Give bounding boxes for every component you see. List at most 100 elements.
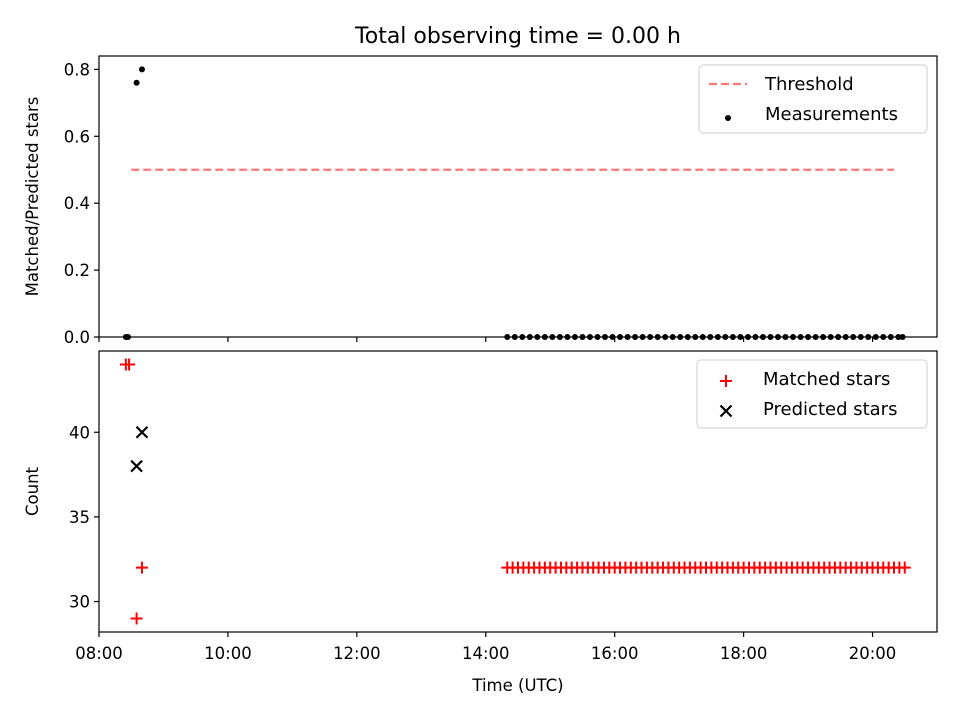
x-tick-label: 08:00 [75, 644, 123, 663]
y-tick-label: 35 [69, 508, 90, 527]
panel-frame [98, 350, 938, 633]
data-point [850, 334, 857, 340]
data-point [677, 334, 684, 340]
data-point [707, 334, 714, 340]
data-point [729, 334, 736, 340]
data-point [511, 334, 518, 340]
y-tick-label: 40 [69, 423, 90, 442]
data-point [872, 334, 879, 340]
data-point [820, 334, 827, 340]
data-point [722, 334, 729, 340]
data-point [125, 334, 132, 340]
data-point [632, 334, 639, 340]
legend-label: Predicted stars [763, 399, 897, 420]
panels-layer: 0.0 0.2 0.4 0.6 0.8 Matched/Predicted stars Th… [23, 55, 938, 663]
data-point [138, 66, 145, 73]
legend-box [698, 64, 928, 134]
data-point [662, 334, 669, 340]
legend-swatch [725, 115, 731, 121]
data-point [564, 334, 571, 340]
data-point [133, 79, 140, 86]
data-point [135, 425, 149, 439]
data-point [639, 334, 646, 340]
data-point [752, 334, 759, 340]
series-2-1 [119, 358, 911, 625]
data-point [774, 334, 781, 340]
series-2-2 [130, 425, 149, 473]
x-tick-label: 14:00 [462, 644, 510, 663]
data-point [857, 334, 864, 340]
y-tick-label: 0.8 [64, 60, 90, 79]
data-point [609, 334, 616, 340]
data-point [669, 334, 676, 340]
y-tick-label: 0.4 [64, 194, 90, 213]
data-point [602, 334, 609, 340]
y-tick-label: 30 [69, 593, 90, 612]
data-point [594, 334, 601, 340]
legend-box [696, 359, 928, 429]
data-point [880, 334, 887, 340]
data-point [714, 334, 721, 340]
data-point [865, 334, 872, 340]
x-axis-label: Time (UTC) [471, 676, 563, 695]
legend-label: Threshold [764, 74, 854, 95]
data-point [887, 334, 894, 340]
data-point [586, 334, 593, 340]
legend-swatch [720, 375, 732, 387]
chart-title: Total observing time = 0.00 h [354, 24, 681, 49]
data-point [130, 459, 143, 473]
data-point [899, 334, 906, 340]
x-tick-label: 18:00 [720, 644, 768, 663]
panel-frame [98, 55, 938, 338]
data-point [805, 334, 812, 340]
data-point [541, 334, 548, 340]
data-point [699, 334, 706, 340]
y-tick-label: 0.2 [64, 261, 90, 280]
x-tick-label: 20:00 [849, 644, 897, 663]
data-point [647, 334, 654, 340]
data-point [130, 612, 143, 625]
data-point [684, 334, 691, 340]
data-point [654, 334, 661, 340]
data-point [797, 334, 804, 340]
data-point [759, 334, 766, 340]
data-point [579, 334, 586, 340]
data-point [895, 334, 902, 340]
data-point [767, 334, 774, 340]
data-point [519, 334, 526, 340]
data-point [617, 334, 624, 340]
data-point [835, 334, 842, 340]
data-point [812, 334, 819, 340]
data-point [827, 334, 834, 340]
legend-swatch [719, 404, 733, 418]
data-point [504, 334, 511, 340]
data-point [123, 358, 136, 371]
x-tick-label: 16:00 [591, 644, 639, 663]
data-point [556, 334, 563, 340]
data-point [737, 334, 744, 340]
data-point [534, 334, 541, 340]
data-point [571, 334, 578, 340]
data-point [790, 334, 797, 340]
legend-label: Matched stars [763, 369, 890, 390]
legend-label: Measurements [765, 104, 898, 125]
data-point [549, 334, 556, 340]
y-tick-label: 0.6 [64, 127, 90, 146]
y-axis-label: Count [23, 466, 42, 516]
data-point [842, 334, 849, 340]
data-point [782, 334, 789, 340]
data-point [744, 334, 751, 340]
data-point [135, 561, 148, 574]
data-point [624, 334, 631, 340]
panel-2: 30 35 40 08:00 10:00 12:00 14:00 16:00 18:00 20:0… [23, 350, 938, 663]
legend: Threshold Measurements [698, 64, 928, 134]
y-tick-label: 0.0 [64, 328, 90, 347]
series-1-1 [122, 66, 906, 340]
data-point [898, 561, 911, 574]
data-point [526, 334, 533, 340]
x-tick-label: 10:00 [204, 644, 252, 663]
data-point [692, 334, 699, 340]
y-axis-label: Matched/Predicted stars [23, 97, 42, 297]
panel-1: 0.0 0.2 0.4 0.6 0.8 Matched/Predicted stars Th… [23, 55, 938, 347]
